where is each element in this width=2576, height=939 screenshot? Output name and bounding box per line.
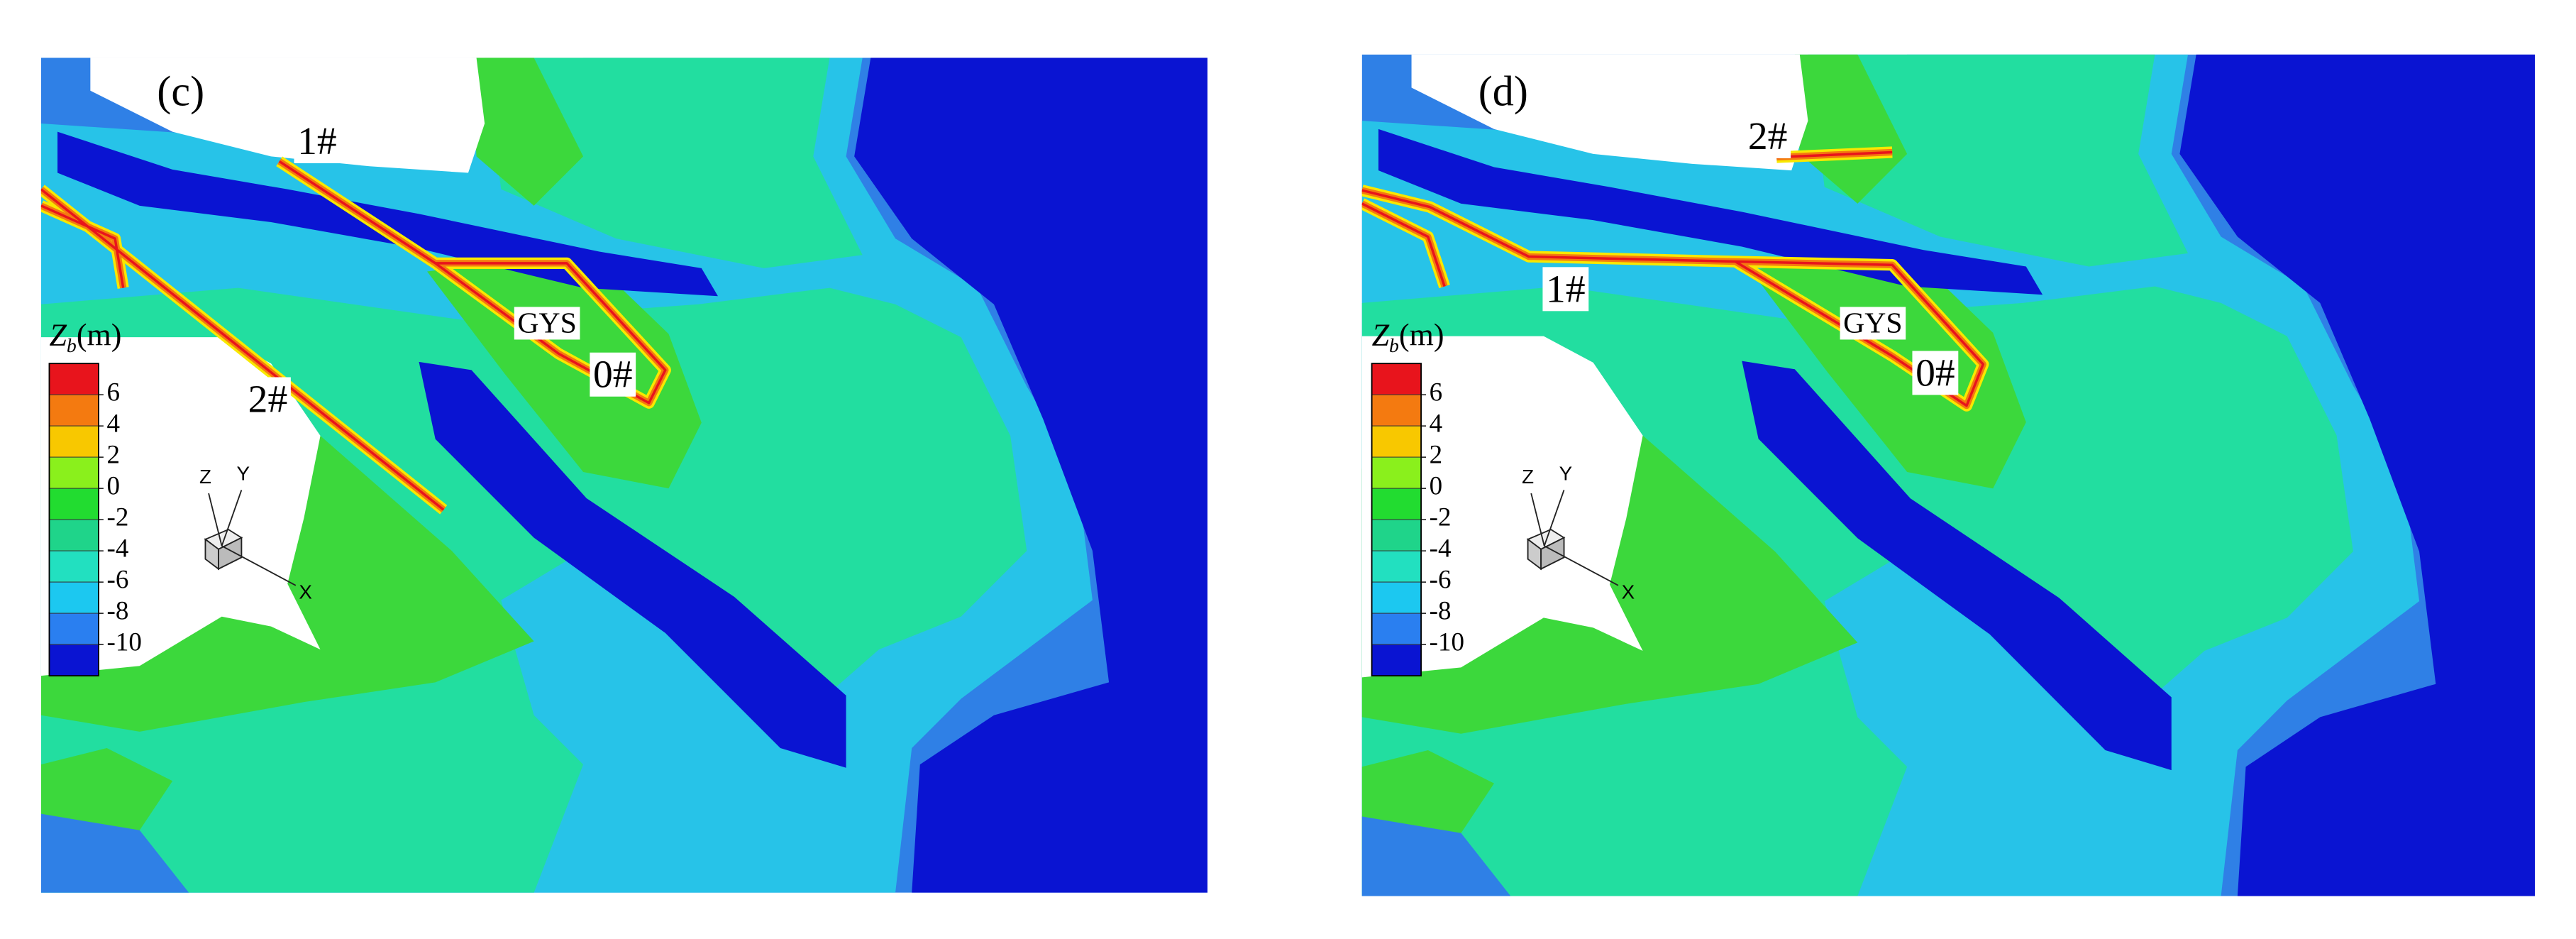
triad-axis bbox=[1544, 545, 1619, 586]
legend-label: -4 bbox=[107, 534, 129, 564]
legend-title: Zb(m) bbox=[49, 318, 121, 357]
triad-axis bbox=[221, 490, 243, 547]
legend-title: Zb(m) bbox=[1372, 318, 1444, 357]
label-box bbox=[1912, 351, 1959, 395]
cube-face bbox=[1540, 537, 1565, 571]
legend-swatch bbox=[1371, 581, 1422, 614]
legend-swatch bbox=[1371, 363, 1422, 395]
legend-swatch bbox=[1371, 644, 1422, 676]
legend-swatch bbox=[49, 363, 99, 395]
legend-swatch bbox=[49, 644, 99, 676]
label-box bbox=[1840, 307, 1906, 340]
jetty-label-group: 2# bbox=[245, 377, 291, 422]
legend-label: -10 bbox=[107, 628, 142, 657]
label-box bbox=[1542, 267, 1589, 312]
triad-axis bbox=[208, 493, 223, 547]
legend-swatch bbox=[49, 425, 99, 458]
legend-subscript: b bbox=[67, 335, 77, 357]
map bbox=[1361, 54, 2536, 896]
panel-d bbox=[1361, 54, 2536, 896]
jetty-label: 0# bbox=[593, 353, 633, 397]
jetty-label: 1# bbox=[1546, 267, 1586, 311]
legend-label: -6 bbox=[107, 566, 129, 595]
legend-swatch bbox=[49, 581, 99, 614]
legend-label: 4 bbox=[1430, 410, 1443, 439]
jetty-label-group: 0# bbox=[1912, 351, 1959, 395]
legend-swatch bbox=[1371, 519, 1422, 551]
triad-label: Y bbox=[236, 463, 250, 485]
legend-label: -2 bbox=[1430, 503, 1452, 532]
label-box bbox=[294, 119, 341, 163]
legend-swatch bbox=[1371, 488, 1422, 520]
legend-swatch bbox=[49, 519, 99, 551]
legend-unit: (m) bbox=[77, 318, 122, 353]
legend-label: -6 bbox=[1430, 566, 1452, 595]
island-label: GYS bbox=[1843, 307, 1902, 339]
label-box bbox=[245, 377, 291, 422]
triad-label: Y bbox=[1559, 463, 1573, 485]
legend-swatch bbox=[1371, 550, 1422, 583]
triad-label: Z bbox=[199, 466, 211, 488]
jetty-label: 0# bbox=[1916, 351, 1955, 395]
jetty-core bbox=[40, 160, 667, 511]
jetty-label-group: 1# bbox=[294, 119, 341, 163]
triad-axis bbox=[221, 545, 297, 586]
legend-swatch bbox=[1371, 425, 1422, 458]
axis-triad bbox=[204, 490, 297, 586]
bathymetry bbox=[1361, 54, 2536, 896]
triad-label: Z bbox=[1522, 466, 1534, 488]
bathymetry bbox=[40, 57, 1208, 893]
label-box bbox=[590, 352, 636, 397]
legend-swatch bbox=[49, 613, 99, 645]
map bbox=[40, 57, 1208, 893]
legend-swatch bbox=[49, 456, 99, 489]
label-box bbox=[1745, 114, 1791, 158]
legend-label: 0 bbox=[1430, 472, 1443, 501]
legend-label: -8 bbox=[107, 597, 129, 626]
legend-swatch bbox=[1371, 456, 1422, 489]
legend-label: -4 bbox=[1430, 534, 1452, 564]
legend-symbol: Z bbox=[49, 318, 67, 353]
island-label-group: GYS bbox=[1840, 307, 1906, 340]
legend-swatch bbox=[49, 488, 99, 520]
jetty-label-group: 2# bbox=[1745, 114, 1791, 158]
legend-swatch bbox=[49, 394, 99, 427]
legend-symbol: Z bbox=[1372, 318, 1390, 353]
legend-label: -8 bbox=[1430, 597, 1452, 626]
panel-label: (c) bbox=[157, 67, 204, 115]
axis-triad bbox=[1526, 490, 1619, 586]
legend-label: 2 bbox=[107, 441, 121, 470]
triad-axis bbox=[1543, 490, 1565, 547]
legend-label: 0 bbox=[107, 472, 121, 501]
legend-subscript: b bbox=[1389, 335, 1399, 357]
label-box bbox=[514, 307, 580, 340]
island-label-group: GYS bbox=[514, 307, 580, 340]
jetty-label-group: 0# bbox=[590, 352, 636, 397]
legend-swatch bbox=[49, 550, 99, 583]
triad-label: X bbox=[299, 581, 312, 603]
panel-label: (d) bbox=[1478, 67, 1528, 115]
island-label: GYS bbox=[517, 307, 576, 339]
legend-label: -2 bbox=[107, 503, 129, 532]
triad-label: X bbox=[1622, 581, 1635, 603]
legend-label: 6 bbox=[1430, 378, 1443, 407]
legend-swatch bbox=[1371, 394, 1422, 427]
jetty-label: 2# bbox=[248, 377, 288, 421]
triad-axis bbox=[1530, 493, 1545, 547]
legend-swatch bbox=[1371, 613, 1422, 645]
legend-label: 6 bbox=[107, 378, 121, 407]
legend-label: -10 bbox=[1430, 628, 1464, 657]
legend-label: 4 bbox=[107, 410, 121, 439]
cube-face bbox=[218, 537, 243, 571]
jetty-label-group: 1# bbox=[1542, 267, 1589, 312]
jetty-label: 1# bbox=[297, 119, 337, 163]
legend-label: 2 bbox=[1430, 441, 1443, 470]
jetties bbox=[40, 156, 671, 515]
panel-c bbox=[40, 57, 1208, 893]
legend-unit: (m) bbox=[1399, 318, 1444, 353]
jetty-label: 2# bbox=[1748, 114, 1788, 158]
